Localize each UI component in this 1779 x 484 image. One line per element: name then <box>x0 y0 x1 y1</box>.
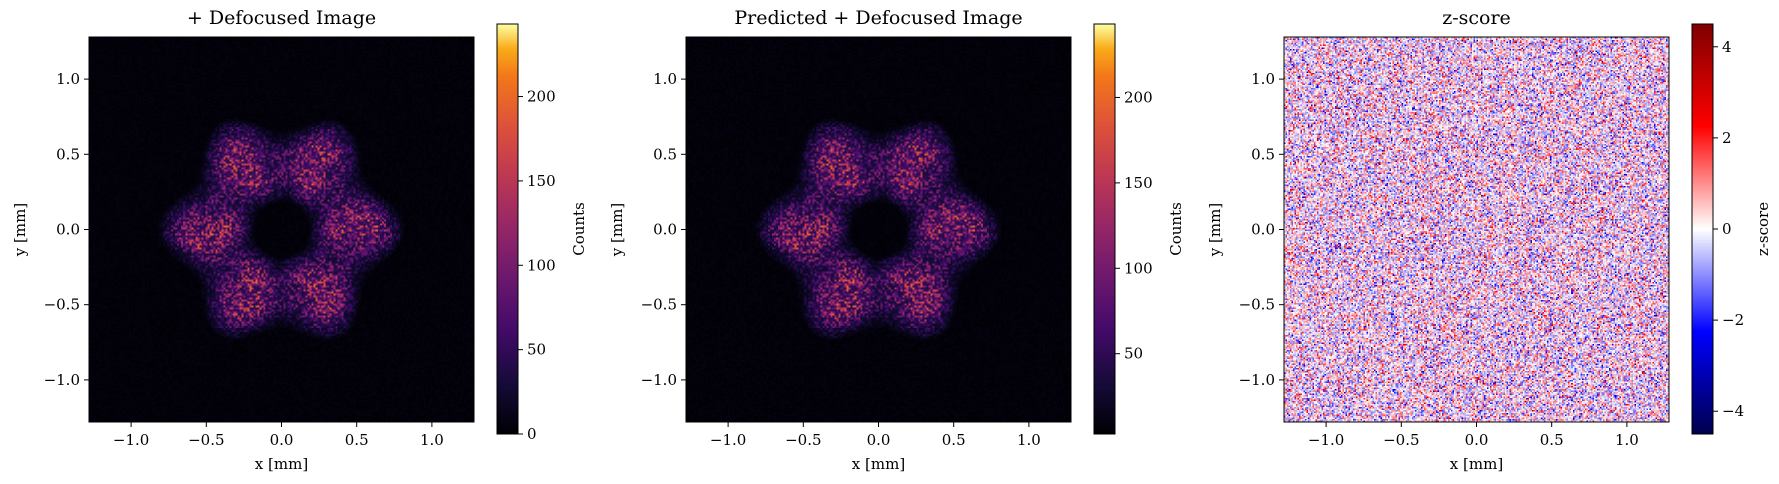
colorbar-tick-label: 0 <box>527 425 537 443</box>
x-tick-label: −0.5 <box>188 431 224 449</box>
y-axis-label: y [mm] <box>608 203 626 257</box>
y-axis-label: y [mm] <box>11 203 29 257</box>
x-tick-label: 0.0 <box>867 431 891 449</box>
chart-title: z-score <box>1442 7 1511 29</box>
y-axis-label: y [mm] <box>1206 203 1224 257</box>
x-tick-label: 1.0 <box>1615 431 1639 449</box>
colorbar-label: z-score <box>1754 202 1772 256</box>
colorbar-tick-label: −2 <box>1722 311 1744 329</box>
colorbar-tick-label: 100 <box>527 256 556 274</box>
y-tick-label: −1.0 <box>44 371 80 389</box>
colorbar-tick-label: 150 <box>1124 174 1153 192</box>
colorbar-frame <box>1093 23 1116 435</box>
x-tick-label: 1.0 <box>420 431 444 449</box>
colorbar-tick-label: 50 <box>1124 345 1143 363</box>
y-tick-label: 0.0 <box>653 221 677 239</box>
colorbar-tick-label: 200 <box>527 88 556 106</box>
panel-1: + Defocused Image −1.0 −0.5 0.0 0.5 1.0 −1.0 −0… <box>11 7 588 473</box>
y-tick-label: −0.5 <box>641 296 677 314</box>
colorbar <box>1094 24 1115 434</box>
x-tick-label: −1.0 <box>113 431 149 449</box>
colorbar-label: Counts <box>1167 202 1185 256</box>
y-tick-label: −1.0 <box>1239 371 1275 389</box>
y-tick-label: 0.5 <box>653 145 677 163</box>
colorbar-tick-label: 200 <box>1124 88 1153 106</box>
y-tick-label: −0.5 <box>1239 296 1275 314</box>
y-tick-label: −1.0 <box>641 371 677 389</box>
y-tick-label: 1.0 <box>653 70 677 88</box>
colorbar-tick-label: 150 <box>527 172 556 190</box>
y-tick-label: 0.0 <box>1251 221 1275 239</box>
panel-3: z-score −1.0 −0.5 0.0 0.5 1.0 −1.0 −0.5 0.0 0.5 1.… <box>1206 7 1772 473</box>
x-axis-label: x [mm] <box>1450 455 1503 473</box>
chart-title: Predicted + Defocused Image <box>734 7 1022 29</box>
heatmap-image <box>1284 37 1669 422</box>
colorbar-tick-label: 0 <box>1722 220 1732 238</box>
y-tick-label: 0.5 <box>1251 145 1275 163</box>
x-tick-label: 0.0 <box>1465 431 1489 449</box>
y-tick-label: 1.0 <box>1251 70 1275 88</box>
colorbar-frame <box>496 23 519 435</box>
y-tick-label: 0.5 <box>56 145 80 163</box>
x-tick-label: 0.0 <box>270 431 294 449</box>
x-axis-label: x [mm] <box>852 455 905 473</box>
x-tick-label: 0.5 <box>942 431 966 449</box>
x-tick-label: 0.5 <box>1540 431 1564 449</box>
colorbar-tick-label: 4 <box>1722 38 1732 56</box>
y-tick-label: 0.0 <box>56 221 80 239</box>
panel-2: Predicted + Defocused Image −1.0 −0.5 0.0 0.… <box>608 7 1185 473</box>
x-tick-label: 1.0 <box>1017 431 1041 449</box>
colorbar-tick-label: −4 <box>1722 402 1744 420</box>
heatmap-image <box>686 37 1071 422</box>
x-tick-label: −0.5 <box>785 431 821 449</box>
x-tick-label: −1.0 <box>1308 431 1344 449</box>
colorbar-tick-label: 2 <box>1722 129 1732 147</box>
chart-title: + Defocused Image <box>187 7 376 29</box>
colorbar-tick-label: 100 <box>1124 259 1153 277</box>
colorbar-label: Counts <box>570 202 588 256</box>
y-tick-label: 1.0 <box>56 70 80 88</box>
heatmap-image <box>89 37 474 422</box>
x-tick-label: −0.5 <box>1383 431 1419 449</box>
y-tick-label: −0.5 <box>44 296 80 314</box>
colorbar-tick-label: 50 <box>527 341 546 359</box>
x-tick-label: −1.0 <box>710 431 746 449</box>
x-axis-label: x [mm] <box>255 455 308 473</box>
colorbar <box>1692 24 1713 434</box>
x-tick-label: 0.5 <box>345 431 369 449</box>
colorbar <box>497 24 518 434</box>
